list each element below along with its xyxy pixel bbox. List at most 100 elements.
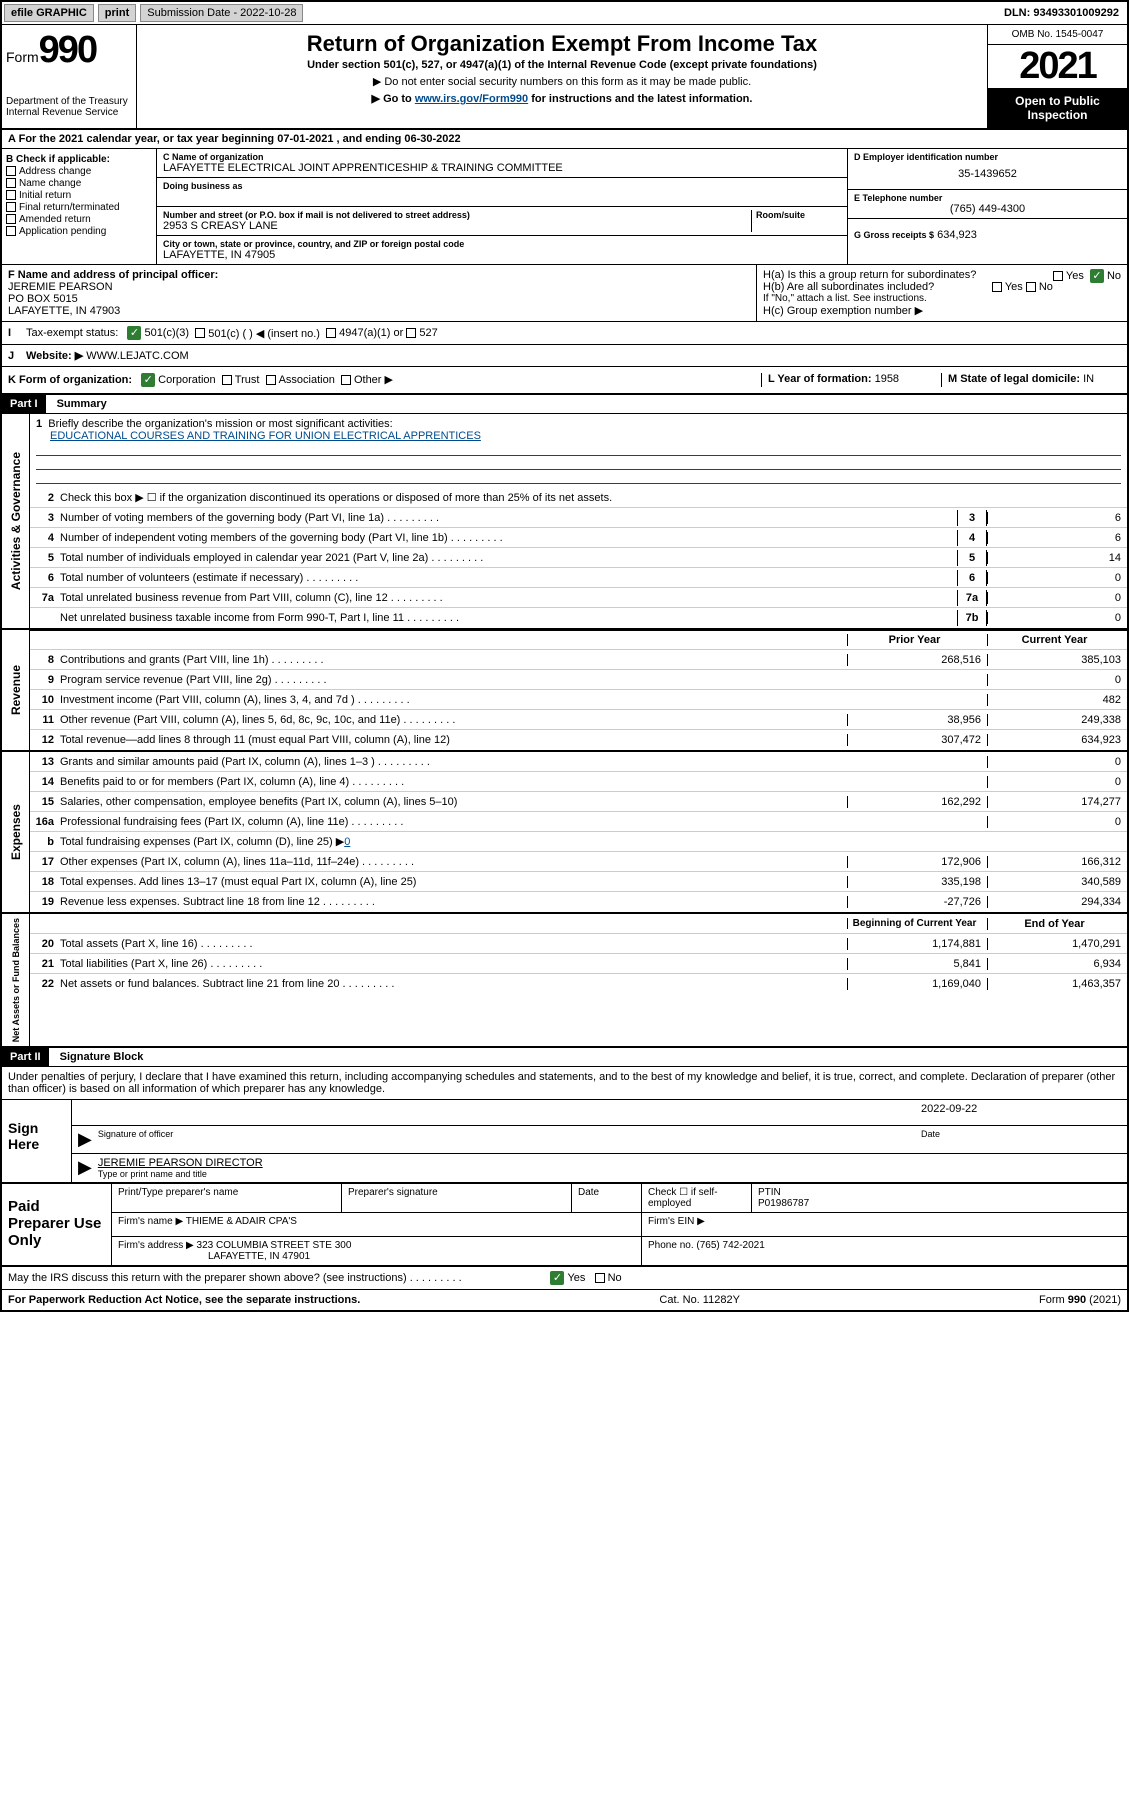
p8: 268,516 [847,654,987,666]
i-label: Tax-exempt status: [26,327,118,339]
l14: Benefits paid to or for members (Part IX… [60,774,847,790]
hb-yes-cb[interactable] [992,282,1002,292]
mission-text[interactable]: EDUCATIONAL COURSES AND TRAINING FOR UNI… [50,430,481,442]
ha: H(a) Is this a group return for subordin… [763,269,1121,281]
header-left: Form990 Department of the Treasury Inter… [2,25,137,128]
section-f: F Name and address of principal officer:… [2,265,757,321]
v6: 0 [987,572,1127,584]
hdr-prior: Prior Year [847,634,987,646]
e21: 6,934 [987,958,1127,970]
cb-corp[interactable]: ✓ [141,373,155,387]
discuss-text: May the IRS discuss this return with the… [8,1272,462,1284]
part2-header: Part II Signature Block [2,1048,1127,1067]
l16b-val[interactable]: 0 [344,836,350,848]
footer-mid: Cat. No. 11282Y [360,1294,1039,1306]
cb-501c3[interactable]: ✓ [127,326,141,340]
period-begin: 07-01-2021 [277,133,333,145]
section-b: B Check if applicable: Address change Na… [2,149,157,264]
gross-cell: G Gross receipts $ 634,923 [848,219,1127,244]
hb-no-cb[interactable] [1026,282,1036,292]
cb-other[interactable] [341,375,351,385]
v3: 6 [987,512,1127,524]
p17: 172,906 [847,856,987,868]
subtitle-2: ▶ Do not enter social security numbers o… [143,75,981,88]
dba-cell: Doing business as [157,178,847,207]
discuss-yes-cb[interactable]: ✓ [550,1271,564,1285]
v5: 14 [987,552,1127,564]
period-mid: , and ending [333,133,404,145]
cb-initial[interactable]: Initial return [6,190,152,201]
firm-addr2: LAFAYETTE, IN 47901 [208,1251,310,1262]
part2-title: Signature Block [52,1048,152,1066]
part2-bar: Part II [2,1048,49,1066]
cb-501c[interactable] [195,328,205,338]
self-emp-label: Check ☐ if self-employed [642,1184,752,1212]
cb-trust[interactable] [222,375,232,385]
sub3-pre: ▶ Go to [372,93,415,105]
l7a: Total unrelated business revenue from Pa… [60,590,957,606]
room-label: Room/suite [756,210,841,220]
dln: DLN: 93493301009292 [998,5,1125,21]
footer-right: Form 990 (2021) [1039,1294,1121,1306]
l9: Program service revenue (Part VIII, line… [60,672,847,688]
officer-street: PO BOX 5015 [8,293,750,305]
netassets-section: Net Assets or Fund Balances Beginning of… [2,914,1127,1048]
cb-amended[interactable]: Amended return [6,214,152,225]
officer-city: LAFAYETTE, IN 47903 [8,305,750,317]
print-button[interactable]: print [98,4,136,22]
prep-sig-label: Preparer's signature [342,1184,572,1212]
cb-assoc[interactable] [266,375,276,385]
form-title: Return of Organization Exempt From Incom… [143,31,981,57]
p19: -27,726 [847,896,987,908]
website: WWW.LEJATC.COM [86,350,188,362]
section-klm: K Form of organization: ✓Corporation Tru… [2,367,1127,395]
c17: 166,312 [987,856,1127,868]
ein-cell: D Employer identification number 35-1439… [848,149,1127,190]
l11: Other revenue (Part VIII, column (A), li… [60,712,847,728]
l-label: L Year of formation: [768,373,872,385]
b-label: B Check if applicable: [6,154,152,165]
arrow-icon: ▶ [78,1157,92,1179]
cb-final[interactable]: Final return/terminated [6,202,152,213]
c16a: 0 [987,816,1127,828]
city-label: City or town, state or province, country… [163,239,841,249]
arrow-icon: ▶ [78,1129,92,1150]
street-cell: Number and street (or P.O. box if mail i… [157,207,847,236]
footer: For Paperwork Reduction Act Notice, see … [2,1290,1127,1310]
c13: 0 [987,756,1127,768]
discuss-no-cb[interactable] [595,1273,605,1283]
l7b: Net unrelated business taxable income fr… [60,610,957,626]
e20: 1,470,291 [987,938,1127,950]
l16b: Total fundraising expenses (Part IX, col… [60,833,847,850]
street: 2953 S CREASY LANE [163,220,751,232]
ein-label: Firm's EIN ▶ [642,1213,1127,1236]
submission-date: Submission Date - 2022-10-28 [140,4,303,22]
sign-here-label: Sign Here [2,1100,72,1182]
cb-addr[interactable]: Address change [6,166,152,177]
l5: Total number of individuals employed in … [60,550,957,566]
paid-label: Paid Preparer Use Only [2,1184,112,1265]
addr-label: Firm's address ▶ [118,1240,194,1251]
cb-name[interactable]: Name change [6,178,152,189]
firm-label: Firm's name ▶ [118,1216,183,1227]
c-name-label: C Name of organization [163,152,841,162]
cb-pending[interactable]: Application pending [6,226,152,237]
instructions-link[interactable]: www.irs.gov/Form990 [415,93,528,105]
b20: 1,174,881 [847,938,987,950]
prep-date-label: Date [572,1184,642,1212]
tax-period: A For the 2021 calendar year, or tax yea… [2,130,1127,149]
fh-block: F Name and address of principal officer:… [2,265,1127,322]
b22: 1,169,040 [847,978,987,990]
form-word: Form [6,49,39,65]
period-end: 06-30-2022 [404,133,460,145]
ha-no-cb[interactable]: ✓ [1090,269,1104,283]
ha-yes-cb[interactable] [1053,271,1063,281]
vlabel-gov: Activities & Governance [7,448,25,594]
l20: Total assets (Part X, line 16) [60,936,847,952]
section-h: H(a) Is this a group return for subordin… [757,265,1127,321]
p12: 307,472 [847,734,987,746]
c19: 294,334 [987,896,1127,908]
cb-4947[interactable] [326,328,336,338]
governance-section: Activities & Governance 1 Briefly descri… [2,414,1127,630]
cb-527[interactable] [406,328,416,338]
